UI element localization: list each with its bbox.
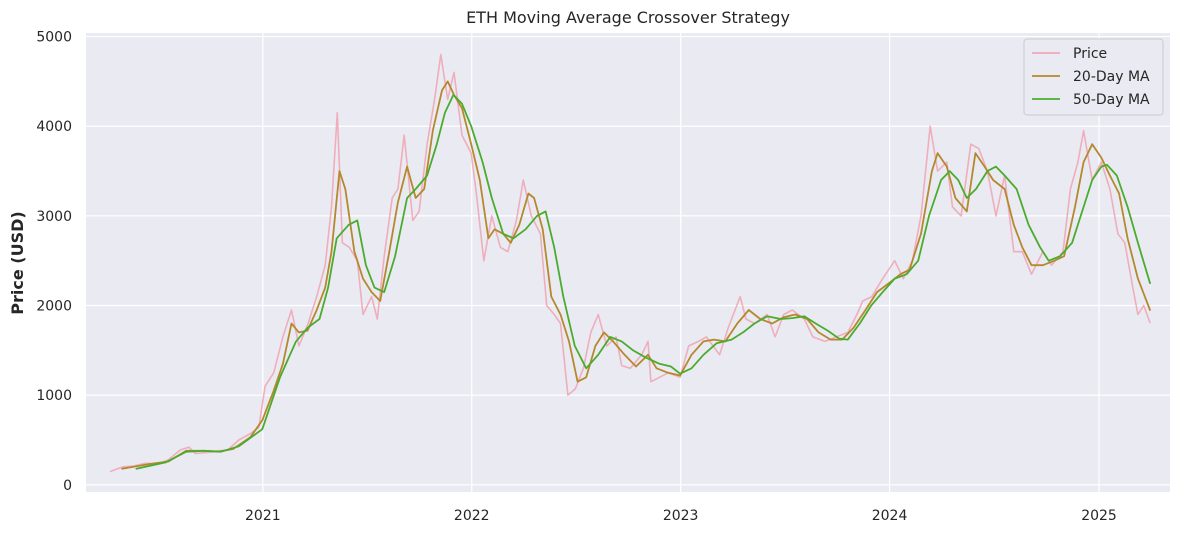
legend-label: 20-Day MA [1073, 69, 1150, 85]
price-line [109, 53, 1151, 473]
legend-box [1023, 38, 1164, 116]
x-tick-labels: 2021 2022 2023 2024 2025 [245, 508, 1117, 524]
legend-item-ma20: 20-Day MA [1032, 69, 1150, 85]
y-tick-label: 3000 [36, 209, 72, 225]
x-tick-label: 2021 [245, 508, 281, 524]
ma50-line [135, 94, 1151, 470]
legend-label: 50-Day MA [1073, 92, 1150, 108]
legend-item-ma50: 50-Day MA [1032, 92, 1150, 108]
y-tick-label: 2000 [36, 299, 72, 315]
legend-label: Price [1073, 46, 1107, 62]
y-axis-label: Price (USD) [8, 211, 27, 314]
y-tick-label: 5000 [36, 30, 72, 46]
y-tick-label: 4000 [36, 119, 72, 135]
y-tick-label: 0 [63, 478, 72, 494]
chart-title: ETH Moving Average Crossover Strategy [466, 8, 790, 27]
legend: Price 20-Day MA 50-Day MA [1023, 38, 1164, 116]
x-tick-label: 2025 [1081, 508, 1117, 524]
y-tick-labels: 0 1000 2000 3000 4000 5000 [36, 30, 72, 494]
x-tick-label: 2022 [454, 508, 490, 524]
plot-background [86, 33, 1170, 492]
series-lines [109, 53, 1151, 473]
x-tick-label: 2024 [872, 508, 908, 524]
x-tick-label: 2023 [663, 508, 699, 524]
y-tick-label: 1000 [36, 388, 72, 404]
legend-item-price: Price [1032, 46, 1107, 62]
ma20-line [121, 80, 1151, 470]
